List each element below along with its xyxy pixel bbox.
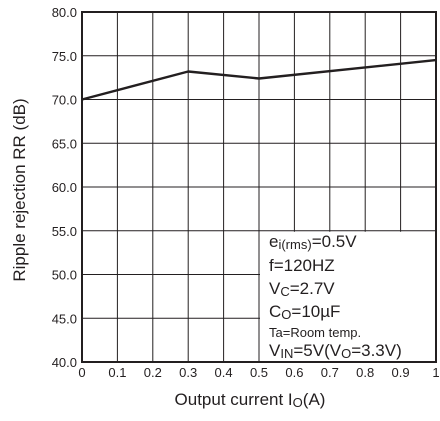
conditions-box: ei(rms)=0.5Vf=120HZVC=2.7VCO=10µFTa=Room… [260,231,436,362]
x-tick-label: 0.5 [250,365,268,380]
condition-text: =3.3V) [351,341,402,360]
y-tick-label: 45.0 [52,311,77,326]
y-tick-label: 70.0 [52,93,77,108]
series-layer [81,58,437,101]
conditions-box-background [260,231,436,362]
condition-text: =5V(V [293,341,341,360]
x-tick-label: 0.6 [285,365,303,380]
y-tick-label: 40.0 [52,355,77,370]
condition-subscript: C [280,284,289,299]
plot-frame [81,11,437,363]
x-tick-label: 0.2 [144,365,162,380]
x-tick-label: 0.1 [108,365,126,380]
x-tick-label: 0.8 [356,365,374,380]
x-tick-label: 0.3 [179,365,197,380]
x-tick-label: 0.4 [215,365,233,380]
condition-subscript: O [341,346,351,361]
condition-text: =0.5V [312,232,358,251]
condition-line: Ta=Room temp. [269,325,361,340]
x-tick-label: 0 [78,365,85,380]
condition-text: C [269,302,281,321]
condition-subscript: T [269,325,277,340]
condition-text: =2.7V [290,279,336,298]
y-tick-labels: 40.0 45.0 50.0 55.0 60.0 65.0 70.0 75.0 80.0 [52,5,77,370]
x-axis-title-main: Output current I [175,390,293,409]
condition-text: V [269,279,281,298]
y-tick-label: 80.0 [52,5,77,20]
condition-subscript: IN [280,346,293,361]
condition-line: ei(rms)=0.5V [269,232,357,252]
x-axis-title: Output current IO(A) [175,390,326,410]
condition-line: f=120HZ [269,256,335,275]
x-tick-label: 0.7 [321,365,339,380]
condition-line: VC=2.7V [269,279,335,299]
condition-line: CO=10µF [269,302,340,322]
x-tick-label: 0.9 [392,365,410,380]
condition-subscript: i(rms) [278,237,311,252]
condition-subscript: O [281,307,291,322]
series-line [81,58,437,101]
condition-subscript: a [276,325,284,340]
y-tick-label: 50.0 [52,268,77,283]
condition-text: e [269,232,278,251]
x-axis-title-unit: (A) [303,390,326,409]
y-axis-title: Ripple rejection RR (dB) [10,98,29,281]
condition-text: V [269,341,281,360]
y-tick-label: 60.0 [52,180,77,195]
x-tick-labels: 0 0.1 0.2 0.3 0.4 0.5 0.6 0.7 0.8 0.9 1 [78,365,439,380]
y-tick-label: 75.0 [52,49,77,64]
condition-subscript: =Room temp. [283,325,361,340]
condition-text: f=120HZ [269,256,335,275]
x-axis-title-sub: O [293,395,303,410]
y-tick-label: 55.0 [52,224,77,239]
x-tick-label: 1 [432,365,439,380]
condition-text: =10µF [291,302,340,321]
y-tick-label: 65.0 [52,136,77,151]
condition-line: VIN=5V(VO=3.3V) [269,341,402,361]
